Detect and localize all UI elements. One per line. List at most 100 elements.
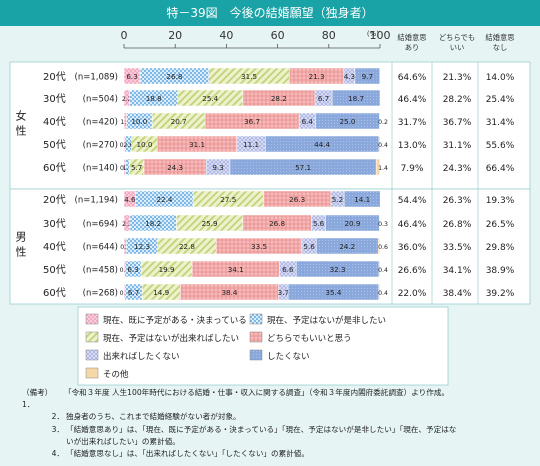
summary-value: 38.4% — [443, 289, 472, 299]
row-n-label: (n=270) — [83, 141, 118, 151]
bar-value-label: 38.4 — [221, 288, 237, 297]
legend-swatch — [85, 331, 99, 343]
note-number — [22, 436, 66, 448]
row-age-label: 60代 — [43, 287, 66, 299]
bar-value-label: 5.6 — [303, 242, 315, 251]
bar-value-label: 11.1 — [243, 140, 259, 149]
bar-value-label: 5.2 — [332, 195, 343, 204]
row-n-label: (n=458) — [83, 266, 118, 276]
row-age-label: 40代 — [43, 241, 66, 253]
bar-segment — [375, 158, 380, 176]
x-tick-label: 40 — [219, 29, 233, 42]
bar-value-label: 2.2 — [122, 96, 132, 103]
bar-segment — [331, 89, 381, 107]
figure-title: 特－39図 今後の結婚願望（独身者） — [0, 0, 540, 26]
summary-header: どちらでも — [439, 33, 475, 42]
note-text: 「結婚意思あり」は、「現在、既に予定がある・決まっている」「現在、予定はないが是… — [66, 424, 457, 434]
bar-value-label: 26.8 — [166, 72, 182, 81]
summary-header: なし — [493, 43, 508, 52]
legend-box — [77, 306, 449, 386]
legend-label: 現在、既に予定がある・決まっている — [103, 315, 247, 326]
summary-value: 39.2% — [486, 289, 515, 299]
summary-value: 28.2% — [443, 95, 472, 105]
bar-value-label: 18.7 — [348, 94, 364, 103]
bar-value-label: 22.4 — [156, 195, 172, 204]
x-tick-label: 100 — [370, 29, 391, 42]
row-n-label: (n=140) — [83, 164, 118, 174]
bar-value-label: 3.7 — [278, 288, 289, 297]
summary-value: 46.4% — [398, 95, 427, 105]
bar-value-label: 31.1 — [189, 140, 205, 149]
legend-swatch — [249, 349, 263, 361]
bar-value-label: 10.0 — [131, 117, 147, 126]
bar-value-label: 9.7 — [362, 72, 373, 81]
bar-value-label: 21.3 — [309, 72, 325, 81]
bar-value-label: 26.3 — [289, 195, 305, 204]
legend-label: その他 — [103, 369, 129, 380]
bar-value-label: 18.2 — [145, 219, 161, 228]
bar-segment — [343, 190, 381, 208]
bar-segment — [377, 237, 380, 255]
bar-value-label: 24.3 — [167, 163, 183, 172]
bar-value-label: 33.5 — [251, 242, 267, 251]
summary-value: 29.8% — [486, 243, 515, 253]
bar-value-label: 2.6 — [123, 142, 133, 149]
bar-value-label: 6.3 — [126, 72, 137, 81]
summary-value: 64.6% — [398, 73, 427, 83]
bar-value-label: 0.7 — [120, 165, 130, 172]
bar-value-label: 6.7 — [128, 288, 139, 297]
summary-value: 26.8% — [443, 220, 472, 230]
row-age-label: 30代 — [43, 93, 66, 105]
bar-segment — [378, 283, 380, 301]
summary-value: 33.5% — [443, 243, 472, 253]
row-age-label: 20代 — [43, 194, 66, 206]
row-age-label: 40代 — [43, 116, 66, 128]
legend-label: したくない — [267, 352, 310, 362]
bar-value-label: 0.4 — [378, 290, 388, 297]
unit-label: (%) — [367, 30, 379, 38]
summary-value: 34.1% — [443, 266, 472, 276]
summary-value: 26.5% — [486, 220, 515, 230]
row-age-label: 60代 — [43, 162, 66, 174]
legend-label: 出来ればしたくない — [103, 351, 180, 362]
bar-segment — [379, 112, 381, 130]
note-number: 2． — [51, 412, 64, 422]
summary-value: 36.7% — [443, 118, 472, 128]
bar-value-label: 1.4 — [378, 165, 388, 172]
summary-value: 31.7% — [398, 118, 427, 128]
bar-value-label: 0.4 — [120, 142, 130, 149]
note-row: 3． 「結婚意思あり」は、「現在、既に予定がある・決まっている」「現在、予定はない… — [22, 424, 537, 436]
bar-value-label: 5.6 — [313, 219, 325, 228]
bar-value-label: 0.2 — [378, 119, 388, 126]
legend-swatch — [85, 349, 99, 361]
bar-value-label: 4.3 — [344, 72, 355, 81]
row-age-label: 50代 — [43, 264, 66, 276]
bar-value-label: 25.9 — [202, 219, 218, 228]
row-age-label: 20代 — [43, 71, 66, 83]
summary-value: 21.3% — [443, 73, 472, 83]
bar-value-label: 6.6 — [282, 265, 294, 274]
summary-value: 66.4% — [486, 164, 515, 174]
summary-value: 36.0% — [398, 243, 427, 253]
x-tick-label: 80 — [322, 29, 336, 42]
summary-value: 26.6% — [398, 266, 427, 276]
note-row: （備考）1． 「令和３年度 人生100年時代における結婚・仕事・収入に関する調査」… — [22, 387, 537, 411]
summary-value: 7.9% — [401, 164, 424, 174]
bar-value-label: 19.9 — [159, 265, 175, 274]
group-label: 性 — [16, 124, 27, 138]
bar-value-label: 27.5 — [220, 195, 236, 204]
bar-value-label: 6.4 — [302, 117, 314, 126]
notes-section: （備考）1． 「令和３年度 人生100年時代における結婚・仕事・収入に関する調査」… — [22, 387, 537, 460]
bar-value-label: 9.3 — [212, 163, 223, 172]
note-text: 独身者のうち、これまで結婚経験がない者が対象。 — [66, 412, 241, 422]
bar-segment — [378, 260, 381, 278]
bar-value-label: 26.8 — [269, 219, 285, 228]
legend-swatch — [249, 313, 263, 325]
x-tick-label: 20 — [168, 29, 182, 42]
legend-label: 現在、予定はないが出来ればしたい — [103, 333, 239, 344]
bar-segment — [378, 214, 381, 232]
bar-value-label: 20.9 — [344, 219, 360, 228]
group-label: 女 — [16, 109, 27, 123]
legend-label: 現在、予定はないが是非したい — [267, 315, 386, 326]
note-row: いが出来ればしたい」の累計値。 — [22, 436, 537, 448]
